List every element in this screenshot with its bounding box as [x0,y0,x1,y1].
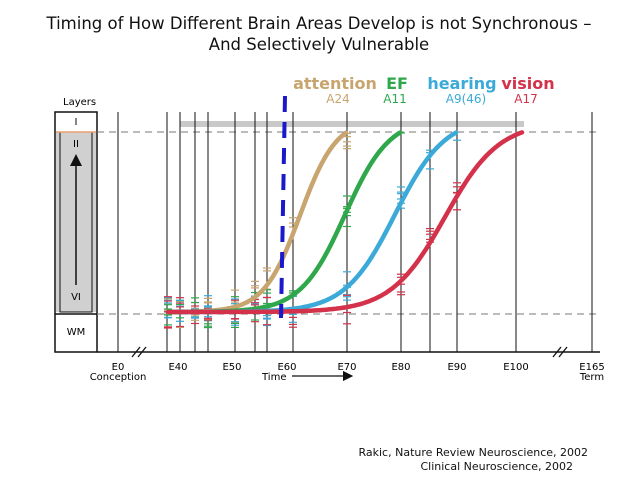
layers-heading: Layers [63,97,96,108]
tick-label: E60 [277,362,296,373]
growth-curves [165,130,525,315]
hearing-code: A9(46) [446,92,486,106]
axis-break-left [131,346,147,358]
tick-label: E165 [579,362,604,373]
vision-curve [165,130,525,315]
vision-code: A17 [514,92,537,106]
tick-sublabel: Term [579,372,604,383]
citation-line-2: Clinical Neuroscience, 2002 [420,460,573,473]
hearing-label: hearing [427,74,496,93]
wm-label: WM [67,327,86,338]
ef-label: EF [386,74,408,93]
tick-label: E40 [168,362,187,373]
attention-code: A24 [326,92,349,106]
tick-label: E0 [112,362,125,373]
attention-label: attention [293,74,377,93]
tick-label: E80 [391,362,410,373]
tick-label: E70 [337,362,356,373]
tick-label: E100 [503,362,528,373]
time-label: Time [261,372,286,383]
axis-break-right [552,346,568,358]
tick-label: E90 [447,362,466,373]
plateau-bar [180,121,524,127]
title-line-1: Timing of How Different Brain Areas Deve… [46,14,592,33]
ef-code: A11 [383,92,406,106]
hearing-curve [165,130,459,315]
citation-line-1: Rakic, Nature Review Neuroscience, 2002 [358,446,588,459]
vertical-gridlines [117,112,593,352]
vision-label: vision [501,74,554,93]
data-ticks [164,132,461,329]
title-line-2: And Selectively Vulnerable [208,35,430,54]
marker-dashed-line [279,95,287,319]
tick-sublabel: Conception [90,372,147,383]
tick-label: E50 [222,362,241,373]
layer-i-label: I [75,117,78,128]
layer-vi-label: VI [71,292,81,303]
layer-ii-label: II [73,139,79,150]
